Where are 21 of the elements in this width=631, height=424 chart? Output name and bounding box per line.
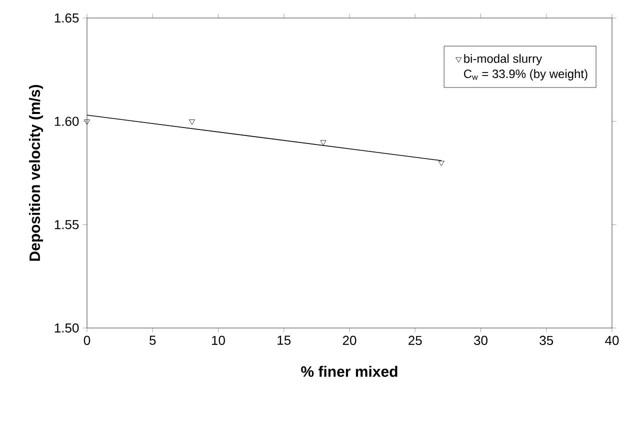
x-tick-label: 0 (84, 336, 90, 346)
point (189, 120, 195, 125)
x-tick-label: 5 (150, 336, 156, 345)
x-tick-label: 10 (212, 336, 225, 346)
point (438, 160, 444, 166)
point (84, 120, 90, 125)
y-tick-label: 1.65 (54, 13, 79, 23)
point (320, 140, 326, 146)
x-tick-label: 30 (474, 336, 488, 346)
y-tick-label: 1.60 (54, 116, 79, 126)
x-tick-label: 15 (278, 336, 291, 345)
y-tick-label: 1.55 (54, 220, 79, 230)
legend-label: bi-modal slurry (464, 54, 542, 66)
x-tick-label: 40 (605, 336, 619, 346)
x-tick-label: 20 (342, 336, 356, 346)
y-axis-title: Deposition velocity (m/s) (29, 84, 44, 261)
y-tick-label: 1.50 (54, 323, 79, 333)
x-tick-label: 25 (408, 336, 422, 346)
x-tick-label: 35 (540, 336, 554, 346)
x-axis-title: % finer mixed (301, 366, 398, 377)
annotation: C$_{w}$ = 33.9% (by weight) (464, 69, 588, 80)
